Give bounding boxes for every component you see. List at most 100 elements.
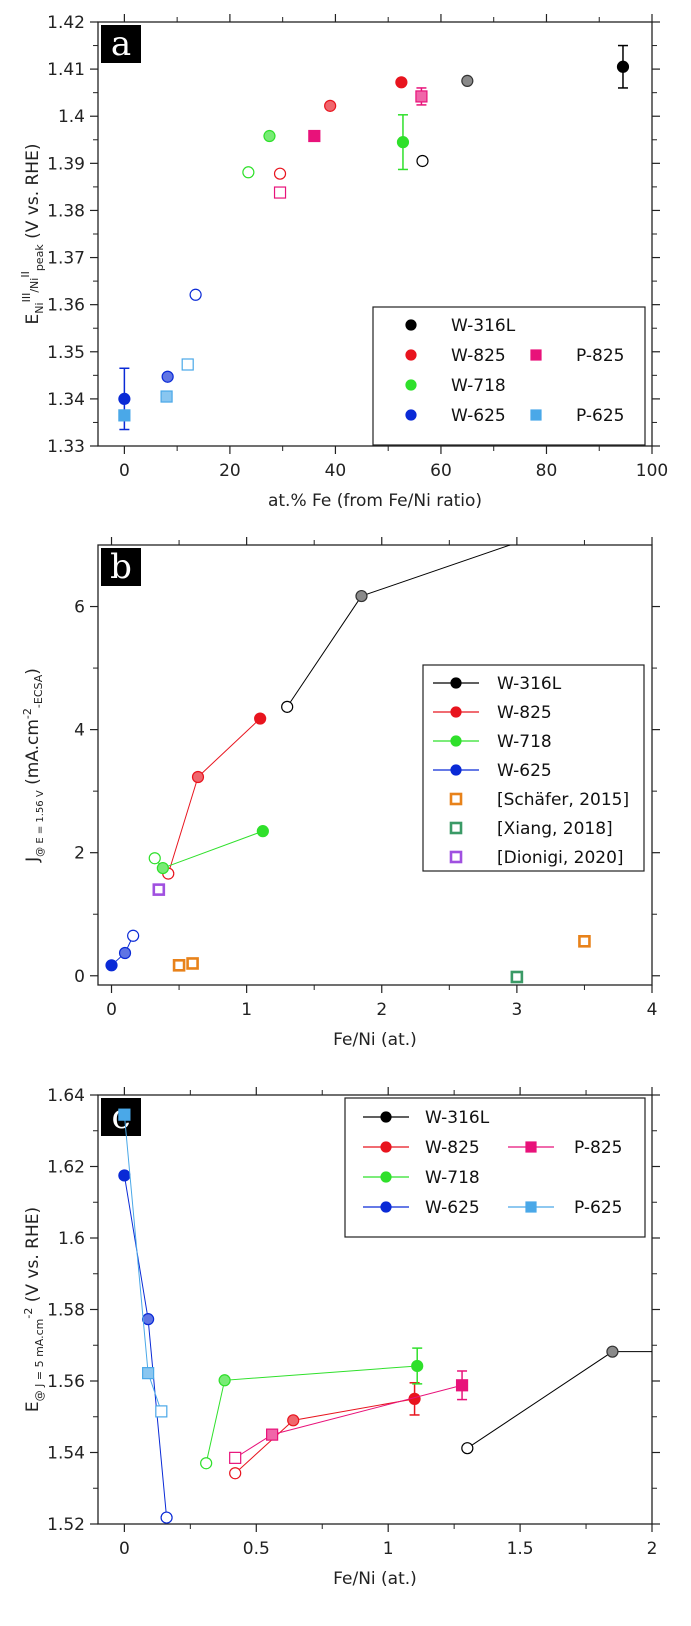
y-label-main: E xyxy=(23,314,43,325)
y-tick-label: 1.38 xyxy=(47,201,85,221)
y-tick-label: 4 xyxy=(74,721,85,741)
x-tick-label: 3 xyxy=(511,1000,522,1020)
legend: W-316L W-825 P-825 W-718 W-625 P-625 xyxy=(344,1097,646,1238)
data-point xyxy=(256,825,269,838)
x-axis-label: at.% Fe (from Fe/Ni ratio) xyxy=(268,491,482,511)
data-point xyxy=(118,409,131,422)
panel-b: 0 1 2 3 4 0 2 4 6 Fe/Ni (at.) J@ E = 1.56 V (mA.cm… xyxy=(21,537,660,1050)
legend-box xyxy=(372,306,646,446)
series-w-825 xyxy=(273,76,408,180)
series-line xyxy=(234,1384,463,1459)
legend-label: [Dionigi, 2020] xyxy=(497,848,624,868)
y-tick-label: 1.54 xyxy=(47,1444,85,1464)
legend-label: P-625 xyxy=(576,406,624,426)
panel-letter: b xyxy=(110,547,132,587)
x-tick-label: 1 xyxy=(383,1539,394,1559)
y-tick-label: 1.52 xyxy=(47,1515,85,1535)
y-tick-label: 1.4 xyxy=(58,107,85,127)
series-w-825 xyxy=(162,712,267,880)
series-w-316l xyxy=(461,1345,652,1455)
data-point xyxy=(273,167,287,180)
data-point xyxy=(155,1405,168,1418)
legend-marker xyxy=(530,409,542,421)
y-label-rest: (mA.cm xyxy=(23,719,43,790)
series-p-625 xyxy=(118,1108,168,1418)
x-tick-label: 2 xyxy=(376,1000,387,1020)
data-layer xyxy=(118,1108,652,1524)
legend-marker xyxy=(405,349,417,361)
data-layer xyxy=(118,44,630,431)
data-point xyxy=(142,1313,155,1326)
panel-c: 0 0.5 1 1.5 21.521.541.561.581.61.621.64Fe/N… xyxy=(22,1086,660,1589)
y-axis-label: J@ E = 1.56 V (mA.cm-2-ECSA) xyxy=(21,668,46,863)
y-label-mid: /Ni xyxy=(28,278,41,293)
legend-marker xyxy=(405,409,417,421)
data-point xyxy=(127,929,140,942)
legend-marker xyxy=(380,1111,392,1123)
data-point xyxy=(172,959,186,972)
data-point xyxy=(415,90,428,103)
y-label-sub: peak xyxy=(33,244,46,271)
legend-label: P-825 xyxy=(576,346,624,366)
x-tick-label: 0 xyxy=(119,461,130,481)
y-label-sup: II xyxy=(19,271,32,278)
data-point xyxy=(266,1428,279,1441)
x-tick-label: 0 xyxy=(106,1000,117,1020)
y-tick-label: 1.39 xyxy=(47,154,85,174)
plot-frame xyxy=(97,544,653,986)
series-w-825 xyxy=(229,1382,421,1480)
legend-marker xyxy=(380,1141,392,1153)
legend: W-316L W-825 W-718 W-625 [Schäfer, 2015] [Xia… xyxy=(422,664,645,872)
data-point xyxy=(160,1511,173,1524)
data-point xyxy=(411,1359,424,1373)
y-tick-label: 1.6 xyxy=(58,1229,85,1249)
legend-marker xyxy=(449,792,463,806)
legend-marker xyxy=(380,1201,392,1213)
data-point xyxy=(218,1374,231,1387)
legend-label: W-316L xyxy=(451,316,516,336)
legend-marker xyxy=(525,1201,537,1213)
x-tick-label: 1 xyxy=(241,1000,252,1020)
legend-label: [Schäfer, 2015] xyxy=(497,790,629,810)
x-tick-label: 40 xyxy=(325,461,347,481)
legend-label: W-625 xyxy=(425,1198,480,1218)
data-point xyxy=(142,1367,155,1380)
data-point xyxy=(455,1379,469,1392)
legend-label: P-825 xyxy=(574,1138,622,1158)
data-point xyxy=(355,589,368,603)
y-axis-label: ENiIII/NiIIpeak (V vs. RHE) xyxy=(19,144,46,325)
data-point xyxy=(181,358,194,371)
legend-marker xyxy=(450,735,462,747)
panel-a: 0 20 40 60 80 100 1.33 1.34 1.35 1.36 1.37 1.38 1.39… xyxy=(19,13,668,511)
legend-label: W-625 xyxy=(497,761,552,781)
legend-label: W-316L xyxy=(425,1108,490,1128)
series-line xyxy=(167,718,261,874)
legend-label: W-625 xyxy=(451,406,506,426)
data-point xyxy=(191,770,205,784)
legend-label: W-825 xyxy=(451,346,506,366)
series-w-625 xyxy=(105,929,140,972)
data-point xyxy=(189,288,202,301)
data-point xyxy=(161,370,174,383)
data-layer xyxy=(105,545,591,984)
legend-label: W-825 xyxy=(425,1138,480,1158)
data-point xyxy=(461,74,474,87)
series-w-625 xyxy=(118,1169,173,1524)
series-w-718 xyxy=(242,114,410,179)
y-label-sup: -2 xyxy=(22,1308,35,1319)
series-w-718 xyxy=(148,825,269,875)
x-tick-label: 60 xyxy=(430,461,452,481)
x-tick-label: 100 xyxy=(636,461,668,481)
data-point xyxy=(152,883,166,896)
legend-label: W-825 xyxy=(497,703,552,723)
y-label-sub: @ E = 1.56 V xyxy=(35,790,46,857)
legend-marker xyxy=(450,764,462,776)
y-tick-label: 1.34 xyxy=(47,390,85,410)
y-label-end: ) xyxy=(23,668,43,675)
x-axis-label: Fe/Ni (at.) xyxy=(333,1030,417,1050)
y-tick-label: 1.56 xyxy=(47,1372,85,1392)
x-tick-label: 2 xyxy=(647,1539,658,1559)
legend-marker xyxy=(449,850,463,864)
panel-letter-box: b xyxy=(101,547,141,587)
